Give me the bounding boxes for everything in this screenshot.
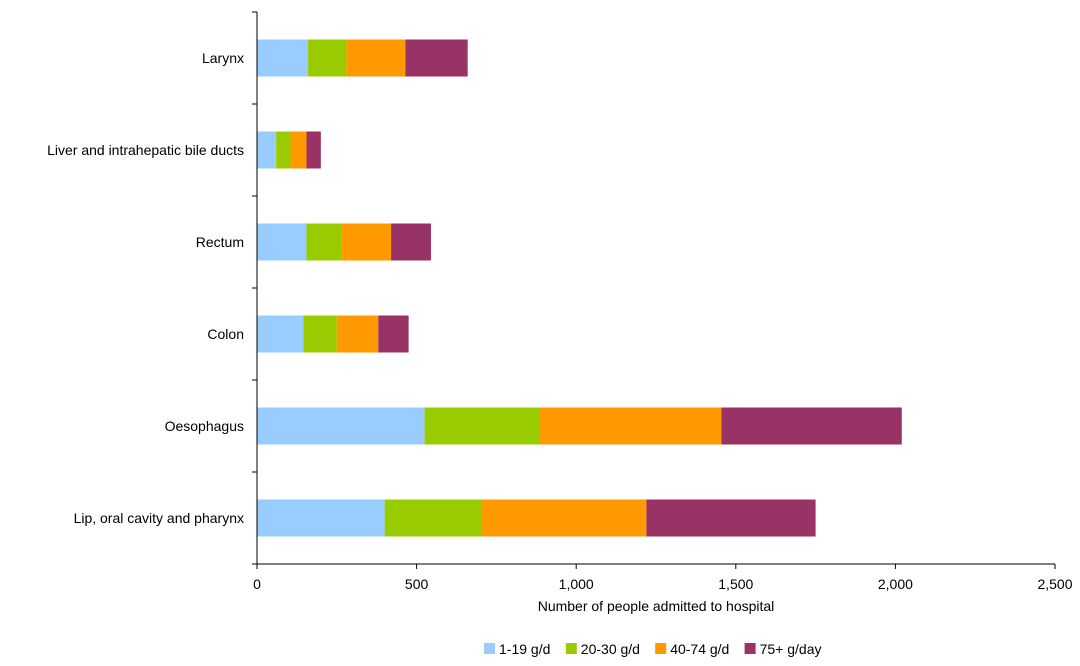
bar-segment-3-1 [303,315,337,353]
x-axis-title: Number of people admitted to hospital [538,598,775,614]
category-label-5: Lip, oral cavity and pharynx [74,510,244,526]
legend-swatch-2 [655,643,667,654]
x-tick-label-0: 0 [253,576,261,592]
x-tick-labels: 0 500 1,000 1,500 2,000 2,500 [253,576,1073,592]
category-labels: Larynx Liver and intrahepatic bile ducts R… [47,50,244,526]
category-label-0: Larynx [202,50,244,66]
bar-segment-0-3 [405,39,468,77]
x-tick-label-5: 2,500 [1037,576,1072,592]
legend-label-2: 40-74 g/d [670,641,729,657]
x-tick-label-2: 1,000 [559,576,594,592]
bar-segment-4-0 [257,407,425,445]
bar-segment-3-2 [336,315,379,353]
legend-label-0: 1-19 g/d [499,641,550,657]
category-label-2: Rectum [196,234,244,250]
legend-label-3: 75+ g/day [760,641,822,657]
bar-segment-5-3 [646,499,816,537]
bar-segment-0-2 [346,39,406,77]
bar-segment-2-1 [306,223,342,261]
x-tick-label-1: 500 [405,576,429,592]
x-tick-label-4: 2,000 [878,576,913,592]
legend-swatch-1 [565,643,577,654]
bar-segment-1-1 [276,131,291,169]
bar-segment-2-0 [257,223,307,261]
legend-swatch-0 [484,643,495,654]
bar-segment-2-2 [341,223,392,261]
bar-segment-5-2 [482,499,647,537]
bar-segment-4-3 [721,407,902,445]
bar-segment-3-0 [257,315,304,353]
bar-segment-0-0 [257,39,309,77]
category-label-1: Liver and intrahepatic bile ducts [47,142,244,158]
bar-segment-2-3 [391,223,431,261]
bar-segment-1-2 [290,131,307,169]
bar-segment-1-3 [306,131,321,169]
legend-swatch-3 [744,643,756,654]
category-label-3: Colon [207,326,244,342]
axes-layer [252,11,1056,569]
bars-layer [257,39,902,537]
x-tick-label-3: 1,500 [718,576,753,592]
legend-label-1: 20-30 g/d [581,641,640,657]
bar-segment-4-2 [539,407,722,445]
bar-segment-0-1 [308,39,347,77]
category-label-4: Oesophagus [165,418,244,434]
legend: 1-19 g/d 20-30 g/d 40-74 g/d 75+ g/day [484,641,821,657]
bar-segment-1-0 [257,131,277,169]
bar-segment-3-3 [378,315,409,353]
bar-segment-5-0 [257,499,385,537]
bar-segment-5-1 [384,499,483,537]
bar-segment-4-1 [424,407,540,445]
